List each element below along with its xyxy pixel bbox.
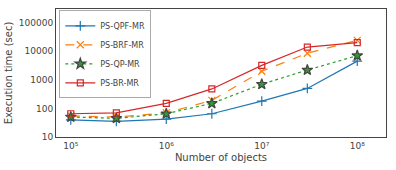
svg-text:10⁷: 10⁷ (254, 141, 269, 151)
svg-text:PS-QP-MR: PS-QP-MR (100, 60, 140, 69)
svg-text:1000: 1000 (30, 75, 53, 85)
svg-text:10⁵: 10⁵ (63, 141, 78, 151)
svg-text:PS-QPF-MR: PS-QPF-MR (100, 22, 145, 31)
svg-text:10: 10 (42, 132, 54, 142)
svg-text:100: 100 (36, 104, 53, 114)
svg-text:10⁶: 10⁶ (159, 141, 174, 151)
svg-text:Execution time (sec): Execution time (sec) (3, 22, 14, 125)
svg-text:10⁸: 10⁸ (350, 141, 365, 151)
svg-text:PS-BRF-MR: PS-BRF-MR (100, 41, 144, 50)
svg-text:PS-BR-MR: PS-BR-MR (100, 79, 139, 88)
svg-text:100000: 100000 (19, 18, 54, 28)
svg-text:10000: 10000 (25, 46, 54, 56)
svg-text:Number of objects: Number of objects (175, 152, 267, 163)
